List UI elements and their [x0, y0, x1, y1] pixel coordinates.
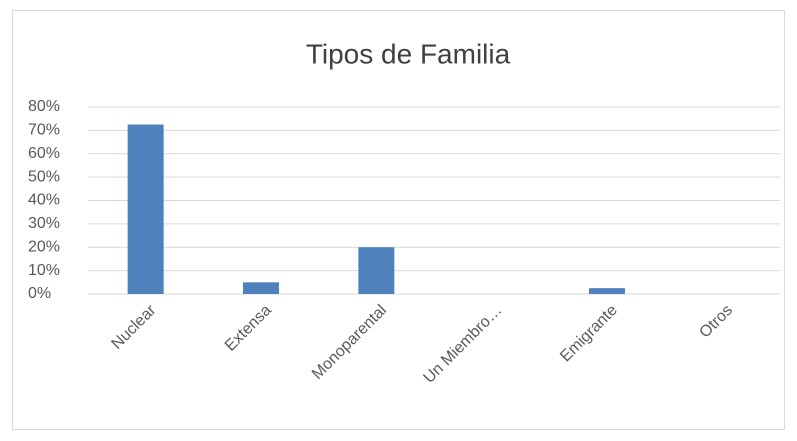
y-tick-label: 40% [28, 192, 60, 209]
y-tick-label: 10% [28, 262, 60, 279]
bar [589, 288, 625, 294]
y-tick-label: 70% [28, 122, 60, 139]
y-tick-label: 60% [28, 145, 60, 162]
y-tick-label: 20% [28, 238, 60, 255]
y-tick-label: 80% [28, 98, 60, 115]
bar [243, 282, 279, 294]
y-tick-label: 30% [28, 215, 60, 232]
bar [127, 124, 164, 294]
y-tick-label: 50% [28, 168, 60, 185]
chart-title: Tipos de Familia [306, 38, 511, 69]
y-tick-label: 0% [28, 285, 51, 302]
bar [358, 247, 395, 294]
